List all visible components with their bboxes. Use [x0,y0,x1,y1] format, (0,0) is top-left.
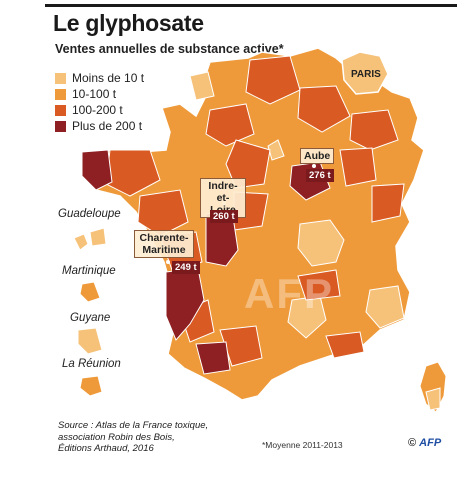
guadeloupe-label: Guadeloupe [58,208,121,220]
footnote: *Moyenne 2011-2013 [262,440,343,450]
legend-label: Moins de 10 t [72,71,145,85]
legend-label: Plus de 200 t [72,119,143,133]
afp-watermark: AFP [244,270,334,317]
charente-maritime-label: Charente-Maritime [139,232,189,256]
la-reunion-label: La Réunion [62,358,121,370]
source-line: association Robin des Bois, [58,431,175,443]
aube-value: 276 t [306,169,334,182]
afp-credit: © AFP [408,437,441,449]
legend-swatch-lt10 [55,72,66,84]
charente-maritime-value: 249 t [172,261,200,274]
legend-swatch-gt200 [55,120,66,132]
afp-logo: AFP [419,437,442,449]
la-reunion-shape [79,375,103,397]
legend-item: 10-100 t [55,86,144,102]
legend: Moins de 10 t 10-100 t 100-200 t Plus de… [55,70,144,134]
martinique-shape [79,281,101,303]
guadeloupe-shape [73,227,107,251]
map-title: Le glyphosate [53,10,204,36]
legend-item: Plus de 200 t [55,118,144,134]
copyright-symbol: © [408,437,417,449]
legend-swatch-10-100 [55,88,66,100]
legend-swatch-100-200 [55,104,66,116]
indre-et-loire-value: 260 t [210,210,238,223]
charente-maritime-dot [166,260,170,264]
aube-dot [312,164,316,168]
guyane-shape [77,327,103,355]
legend-label: 10-100 t [72,87,117,101]
martinique-label: Martinique [62,265,116,277]
paris-label: PARIS [351,69,381,80]
guyane-label: Guyane [70,312,111,324]
indre-et-loire-callout: Indre-et-Loire [200,178,246,218]
source-line: Éditions Arthaud, 2016 [58,443,154,454]
charente-maritime-callout: Charente-Maritime [134,230,194,258]
map-subtitle: Ventes annuelles de substance active* [55,42,284,56]
source-note: Source : Atlas de la France toxique, ass… [58,420,208,455]
source-line: Source : Atlas de la France toxique, [58,420,209,431]
legend-item: 100-200 t [55,102,144,118]
legend-item: Moins de 10 t [55,70,144,86]
aube-callout: Aube [300,148,335,164]
top-rule [45,4,457,7]
legend-label: 100-200 t [72,103,123,117]
